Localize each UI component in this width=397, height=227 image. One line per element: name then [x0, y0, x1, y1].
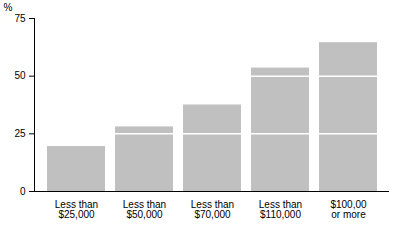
- svg-text:0: 0: [20, 186, 26, 197]
- svg-text:Less than$25,000: Less than$25,000: [55, 199, 98, 220]
- svg-text:Less than$50,000: Less than$50,000: [123, 199, 166, 220]
- svg-text:25: 25: [14, 128, 26, 139]
- svg-text:%: %: [4, 2, 13, 13]
- svg-text:Less than$70,000: Less than$70,000: [191, 199, 234, 220]
- svg-text:$100,00or more: $100,00or more: [330, 199, 367, 220]
- svg-text:75: 75: [14, 13, 26, 24]
- svg-text:50: 50: [14, 70, 26, 81]
- svg-text:Less than$110,000: Less than$110,000: [259, 199, 302, 220]
